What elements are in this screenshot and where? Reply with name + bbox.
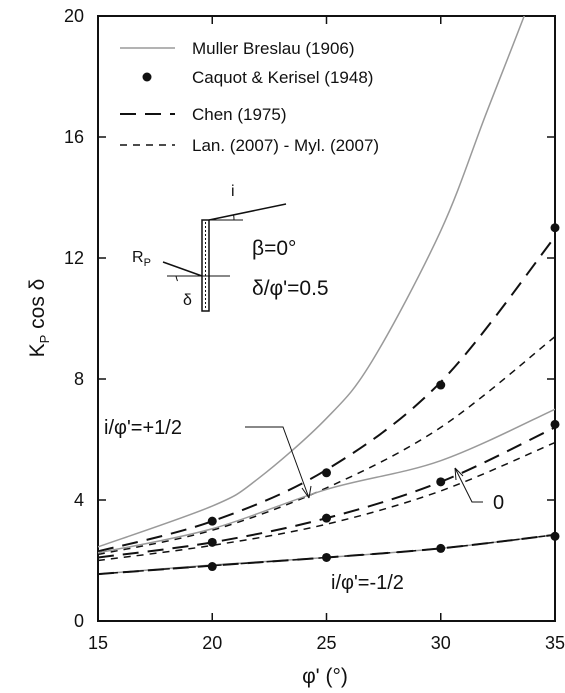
backfill-surface bbox=[208, 203, 287, 221]
ratio-label: δ/φ'=0.5 bbox=[252, 277, 329, 300]
point-caquot-kerisel-group-0-0 bbox=[207, 516, 217, 526]
curve-layer bbox=[98, 16, 555, 576]
upper-group-leader bbox=[245, 426, 310, 499]
upper-group-label: i/φ'=+1/2 bbox=[104, 417, 182, 439]
delta-angle-arc bbox=[175, 275, 178, 282]
legend-label-muller-breslau: Muller Breslau (1906) bbox=[192, 39, 355, 58]
y-tick-label-5: 20 bbox=[64, 6, 84, 26]
y-tick-label-2: 8 bbox=[74, 369, 84, 389]
x-tick-label-2: 25 bbox=[316, 633, 336, 653]
legend-label-chen: Chen (1975) bbox=[192, 105, 287, 124]
point-caquot-kerisel-group-2-0 bbox=[207, 562, 217, 572]
wall bbox=[201, 219, 210, 312]
dot-layer bbox=[207, 223, 560, 572]
middle-group-arrow bbox=[454, 467, 464, 481]
rp-label: RP bbox=[132, 249, 151, 269]
point-caquot-kerisel-group-2-2 bbox=[436, 543, 446, 553]
i-label: i bbox=[231, 183, 235, 200]
inset-diagram: i RP δ β=0° δ/φ'=0.5 bbox=[132, 183, 329, 312]
x-tick-label-1: 20 bbox=[202, 633, 222, 653]
curve-chen-group-1 bbox=[98, 426, 555, 559]
point-caquot-kerisel-group-2-3 bbox=[550, 531, 560, 541]
y-axis-label: KP cos δ bbox=[26, 279, 52, 358]
legend-label-lancellotta-mylonakis: Lan. (2007) - Myl. (2007) bbox=[192, 136, 379, 155]
passive-thrust-line bbox=[162, 261, 203, 277]
y-tick-label-0: 0 bbox=[74, 611, 84, 631]
point-caquot-kerisel-group-2-1 bbox=[322, 552, 331, 562]
ticks-layer: 15 20 25 30 35 0 4 8 12 16 20 bbox=[64, 6, 565, 653]
point-caquot-kerisel-group-1-2 bbox=[436, 477, 446, 487]
y-tick-label-4: 16 bbox=[64, 127, 84, 147]
delta-label: δ bbox=[183, 292, 192, 309]
i-angle-arc bbox=[233, 214, 235, 221]
plot-frame bbox=[97, 15, 556, 622]
x-tick-label-4: 35 bbox=[545, 633, 565, 653]
x-tick-label-3: 30 bbox=[431, 633, 451, 653]
point-caquot-kerisel-group-0-2 bbox=[436, 380, 446, 390]
lower-group-label: i/φ'=-1/2 bbox=[331, 572, 404, 594]
point-caquot-kerisel-group-0-1 bbox=[322, 468, 331, 478]
x-tick-label-0: 15 bbox=[88, 633, 108, 653]
curve-lancellotta-mylonakis-group-0 bbox=[98, 336, 555, 556]
point-caquot-kerisel-group-0-3 bbox=[550, 223, 560, 233]
legend-dot-caquot-kerisel bbox=[142, 72, 152, 82]
curve-lancellotta-mylonakis-group-1 bbox=[98, 441, 555, 562]
x-axis-label: φ' (°) bbox=[302, 665, 348, 688]
point-caquot-kerisel-group-1-1 bbox=[322, 513, 331, 523]
curve-muller-breslau-group-1 bbox=[98, 408, 555, 554]
y-tick-label-3: 12 bbox=[64, 248, 84, 268]
middle-group-label: 0 bbox=[493, 492, 504, 514]
annotations: i/φ'=+1/2 0 i/φ'=-1/2 bbox=[104, 417, 504, 594]
legend-label-caquot-kerisel: Caquot & Kerisel (1948) bbox=[192, 68, 373, 87]
legend: Muller Breslau (1906) Caquot & Kerisel (… bbox=[120, 39, 379, 155]
y-tick-label-1: 4 bbox=[74, 490, 84, 510]
curve-chen-group-0 bbox=[98, 236, 555, 553]
upper-group-arrow bbox=[301, 485, 312, 499]
point-caquot-kerisel-group-1-3 bbox=[550, 419, 560, 429]
curve-lancellotta-mylonakis-group-2 bbox=[98, 534, 555, 575]
middle-group-leader bbox=[454, 467, 483, 503]
beta-label: β=0° bbox=[252, 237, 296, 260]
point-caquot-kerisel-group-1-0 bbox=[207, 537, 217, 547]
curve-muller-breslau-group-0 bbox=[98, 16, 526, 548]
